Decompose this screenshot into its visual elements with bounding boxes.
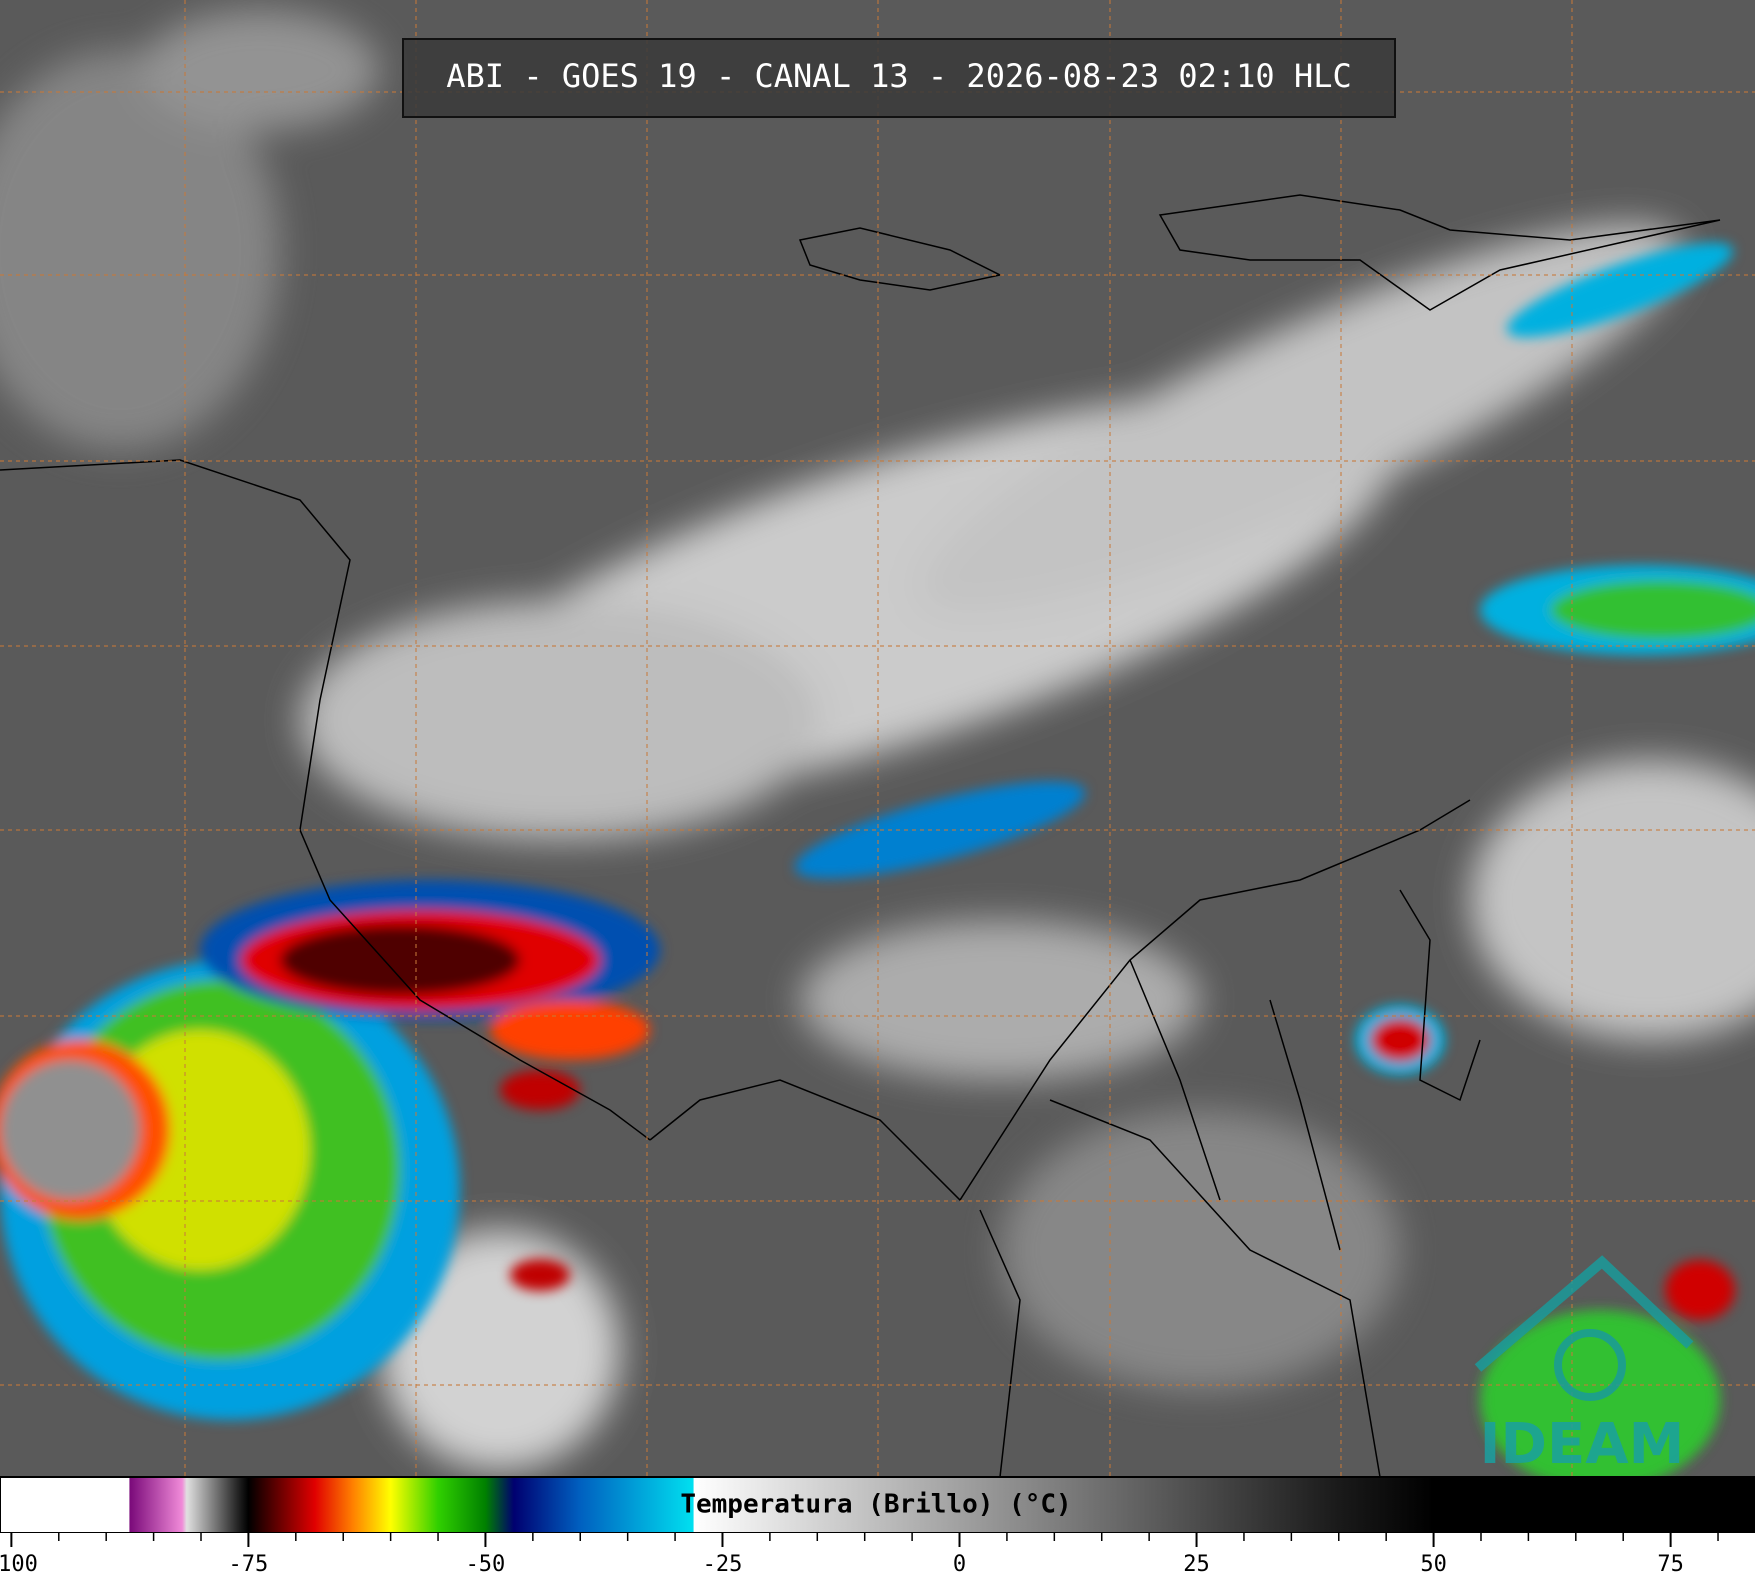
title: ABI - GOES 19 - CANAL 13 - 2026-08-23 02…	[446, 57, 1351, 95]
logo: IDEAM	[1474, 1255, 1694, 1477]
imagery: IDEAM	[0, 0, 1755, 1477]
tick-label: 75	[1657, 1552, 1684, 1577]
tick-label: 50	[1420, 1552, 1447, 1577]
tick-label: -25	[703, 1552, 743, 1577]
tick-label: 25	[1183, 1552, 1210, 1577]
tick-label: 0	[953, 1552, 966, 1577]
tick-label: -75	[229, 1552, 269, 1577]
colorbar-label: Temperatura (Brillo) (°C)	[680, 1490, 1071, 1520]
tick-label: -100	[0, 1552, 38, 1577]
graticule	[0, 0, 1755, 1477]
title-box	[402, 38, 1396, 118]
tick-label: -50	[466, 1552, 506, 1577]
tick-area	[0, 1533, 1755, 1577]
colorbar: Temperatura (Brillo) (°C) -100 -75 -50 -25 0 2…	[0, 1476, 1755, 1577]
logo-text: IDEAM	[1480, 1412, 1685, 1477]
